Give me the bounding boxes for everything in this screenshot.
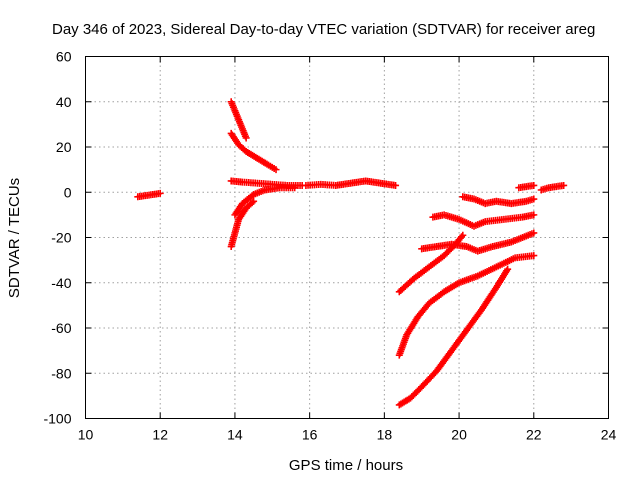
series-s9 (395, 252, 538, 359)
data-point (242, 134, 250, 142)
data-point (530, 211, 538, 219)
data-point (250, 197, 258, 205)
y-tick-label: -20 (51, 230, 71, 246)
series-s8 (395, 231, 467, 296)
y-axis-label: SDTVAR / TECUs (6, 178, 23, 298)
x-tick-label: 12 (152, 427, 168, 443)
series-s3 (227, 129, 280, 174)
series-s13 (459, 193, 538, 208)
x-tick-label: 14 (227, 427, 243, 443)
x-tick-label: 10 (78, 427, 94, 443)
y-tick-label: 60 (56, 49, 72, 65)
data-point (156, 189, 164, 197)
series-s2 (227, 98, 250, 142)
series-s6 (227, 197, 258, 251)
data-point (248, 199, 256, 207)
data-point (392, 181, 400, 189)
series-s1 (134, 189, 164, 201)
data-point (530, 252, 538, 260)
series-s5 (231, 184, 299, 219)
series-s14 (515, 181, 538, 192)
data-point (530, 181, 538, 189)
y-tick-label: -100 (43, 411, 71, 427)
series-s4 (227, 177, 306, 189)
y-tick-label: 40 (56, 94, 72, 110)
data-point (530, 195, 538, 203)
y-tick-label: 20 (56, 139, 72, 155)
series-s7 (302, 177, 400, 189)
data-point (530, 229, 538, 237)
x-axis-label: GPS time / hours (289, 457, 403, 474)
x-tick-label: 22 (526, 427, 542, 443)
series-s10 (395, 265, 512, 409)
y-tick-label: -60 (51, 320, 71, 336)
marks-layer (134, 98, 568, 409)
x-tick-label: 24 (601, 427, 617, 443)
x-tick-label: 20 (451, 427, 467, 443)
grid-layer (85, 56, 609, 419)
data-point (504, 265, 512, 273)
x-tick-label: 18 (377, 427, 393, 443)
chart-title: Day 346 of 2023, Sidereal Day-to-day VTE… (52, 21, 595, 38)
data-point (459, 231, 467, 239)
x-tick-label: 16 (302, 427, 318, 443)
data-point (458, 233, 466, 241)
ticks-layer: 10 12 14 16 18 20 22 24 -100 -80 -60 -40 -20 0 20 40 60 (43, 49, 616, 443)
data-point (291, 184, 299, 192)
y-tick-label: -80 (51, 365, 71, 381)
y-tick-label: -40 (51, 275, 71, 291)
data-point (272, 166, 280, 174)
series-s15 (537, 181, 568, 194)
y-tick-label: 0 (64, 184, 72, 200)
series-s12 (429, 211, 538, 230)
data-point (560, 181, 568, 189)
series-s11 (418, 229, 538, 255)
